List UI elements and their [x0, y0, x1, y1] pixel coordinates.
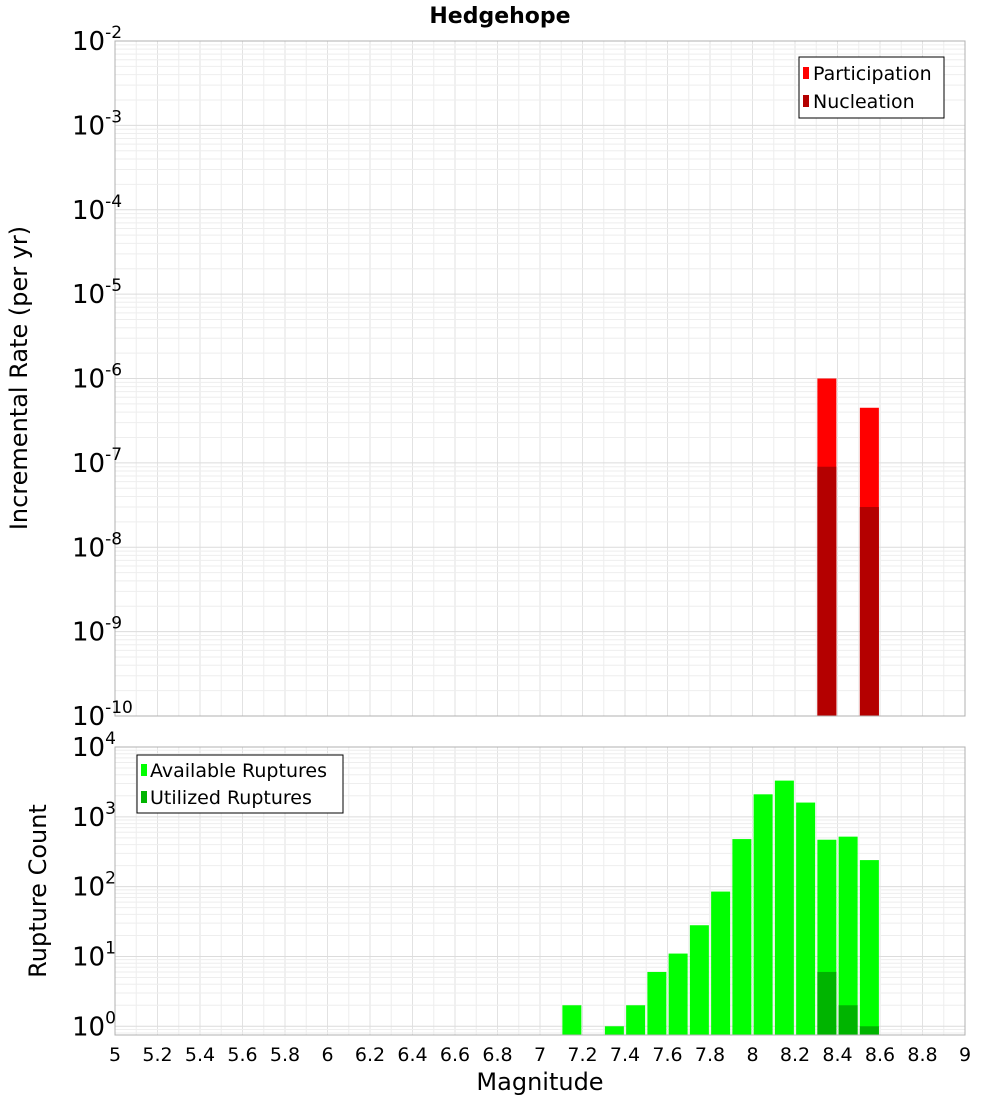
- rate-grid: [115, 41, 965, 716]
- rate-legend-box: [798, 56, 945, 119]
- bar-available-ruptures: [796, 802, 816, 1035]
- legend-swatch-participation: [803, 67, 809, 79]
- bar-utilized-ruptures: [838, 1005, 858, 1035]
- y-tick-label: 10-7: [72, 445, 122, 479]
- x-tick-label: 7.8: [695, 1044, 725, 1066]
- x-tick-label: 5.2: [142, 1044, 172, 1066]
- x-tick-label: 8.8: [907, 1044, 937, 1066]
- x-tick-label: 6.6: [440, 1044, 470, 1066]
- y-tick-label: 102: [72, 869, 116, 903]
- bar-available-ruptures: [562, 1005, 582, 1035]
- y-tick-label: 10-6: [72, 361, 122, 395]
- rate-y-axis-label: Incremental Rate (per yr): [5, 226, 33, 530]
- x-tick-label: 8.6: [865, 1044, 895, 1066]
- x-tick-label: 7.6: [652, 1044, 682, 1066]
- x-tick-label: 6.8: [482, 1044, 512, 1066]
- x-tick-label: 6: [321, 1044, 333, 1066]
- x-tick-label: 8: [746, 1044, 758, 1066]
- legend-swatch-available: [141, 764, 147, 776]
- legend-label-available: Available Ruptures: [150, 760, 327, 782]
- bar-available-ruptures: [668, 953, 688, 1035]
- count-legend: Available Ruptures Utilized Ruptures: [136, 754, 344, 814]
- count-legend-box: [136, 754, 344, 814]
- y-tick-label: 10-3: [72, 107, 122, 141]
- x-tick-label: 6.4: [397, 1044, 427, 1066]
- x-tick-label: 5.4: [185, 1044, 215, 1066]
- y-tick-label: 10-10: [72, 698, 133, 732]
- bar-utilized-ruptures: [817, 971, 837, 1035]
- bar-utilized-ruptures: [859, 1026, 879, 1035]
- legend-label-utilized: Utilized Ruptures: [150, 787, 312, 809]
- bar-available-ruptures: [626, 1005, 646, 1035]
- x-tick-label: 7.2: [567, 1044, 597, 1066]
- x-axis-label: Magnitude: [476, 1068, 603, 1096]
- x-tick-label: 5.6: [227, 1044, 257, 1066]
- count-panel: 100 101 102 103 104 Rupture Count Available …: [24, 729, 966, 1042]
- x-tick-label: 7.4: [610, 1044, 640, 1066]
- x-tick-label: 8.4: [822, 1044, 852, 1066]
- bar-available-ruptures: [753, 794, 773, 1035]
- rate-plot-border: [114, 40, 966, 717]
- legend-swatch-nucleation: [803, 95, 809, 107]
- bar-available-ruptures: [647, 971, 667, 1035]
- count-y-axis-label: Rupture Count: [24, 804, 52, 978]
- legend-swatch-utilized: [141, 791, 147, 803]
- bar-available-ruptures: [711, 891, 731, 1035]
- bar-nucleation: [817, 466, 837, 716]
- y-tick-label: 100: [72, 1008, 116, 1042]
- y-tick-label: 10-2: [72, 23, 122, 57]
- count-plot-border: [114, 746, 966, 1036]
- bar-available-ruptures: [689, 925, 709, 1035]
- chart-title: Hedgehope: [429, 4, 570, 29]
- x-tick-label: 8.2: [780, 1044, 810, 1066]
- x-tick-label: 6.2: [355, 1044, 385, 1066]
- bar-nucleation: [859, 506, 879, 716]
- rate-bars: [817, 378, 879, 716]
- bar-available-ruptures: [774, 780, 794, 1035]
- legend-label-nucleation: Nucleation: [813, 91, 915, 113]
- rate-y-tick-labels: 10-10 10-9 10-8 10-7 10-6 10-5 10-4 10-3 10-2: [72, 23, 133, 732]
- rate-panel: 10-10 10-9 10-8 10-7 10-6 10-5 10-4 10-3 10-2 In…: [5, 23, 966, 732]
- x-tick-label: 5.8: [270, 1044, 300, 1066]
- bar-available-ruptures: [838, 836, 858, 1035]
- x-tick-label: 7: [534, 1044, 546, 1066]
- x-tick-label: 9: [959, 1044, 971, 1066]
- rate-legend: Participation Nucleation: [798, 56, 945, 119]
- y-tick-label: 10-9: [72, 614, 122, 648]
- y-tick-label: 10-8: [72, 529, 122, 563]
- y-tick-label: 104: [72, 729, 116, 763]
- bar-available-ruptures: [604, 1026, 624, 1035]
- y-tick-label: 10-5: [72, 276, 122, 310]
- count-y-tick-labels: 100 101 102 103 104: [72, 729, 116, 1042]
- y-tick-label: 10-4: [72, 192, 122, 226]
- count-bars: [562, 780, 879, 1035]
- y-tick-label: 101: [72, 938, 116, 972]
- x-tick-label: 5: [109, 1044, 121, 1066]
- x-tick-labels: 5 5.2 5.4 5.6 5.8 6 6.2 6.4 6.6 6.8 7 7.2 7.4 7.6 7.8 8…: [109, 1044, 971, 1066]
- y-tick-label: 103: [72, 799, 116, 833]
- bar-available-ruptures: [859, 860, 879, 1035]
- legend-label-participation: Participation: [813, 63, 932, 85]
- bar-available-ruptures: [732, 839, 752, 1035]
